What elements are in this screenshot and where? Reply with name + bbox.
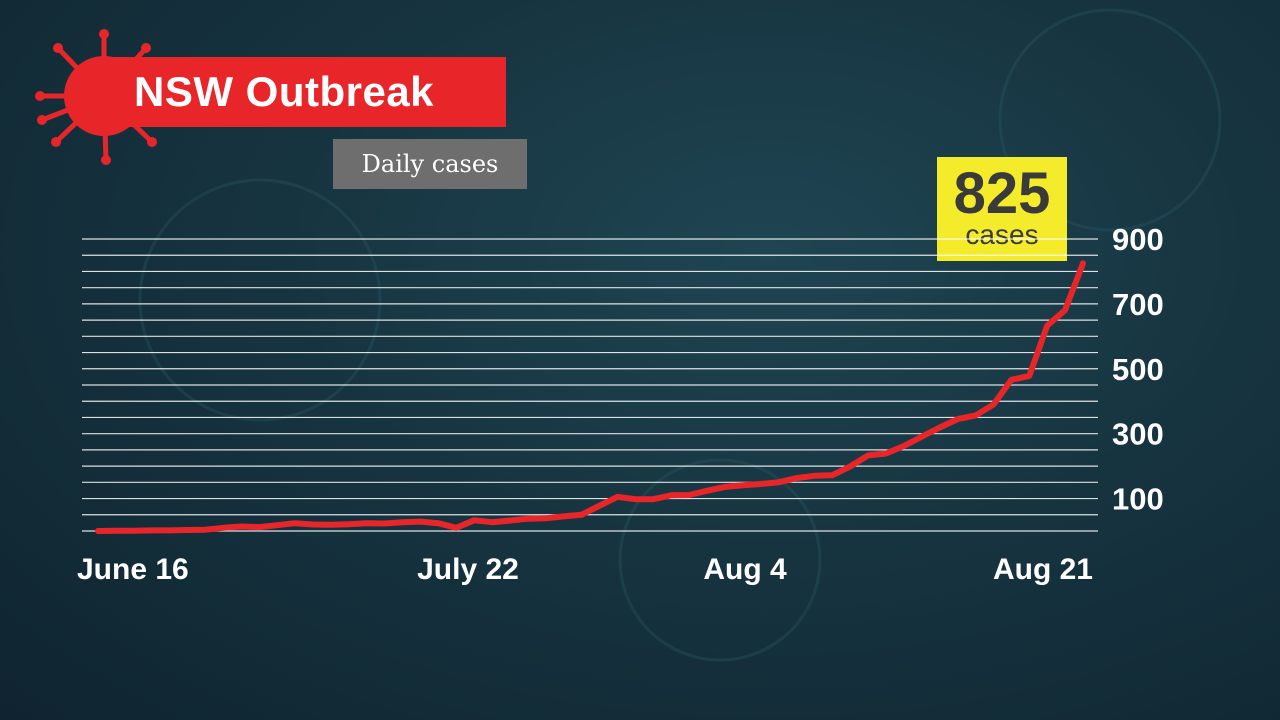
y-tick-label: 700 [1112,287,1164,322]
x-tick-label: July 22 [417,553,519,586]
latest-value-callout: 825 cases [937,157,1067,261]
x-tick-label: Aug 21 [993,553,1093,586]
series-line-daily-cases [95,260,1086,534]
chart-title: NSW Outbreak [96,57,506,127]
chart-subtitle: Daily cases [333,139,527,189]
y-tick-label: 900 [1112,222,1164,257]
y-tick-label: 500 [1112,352,1164,387]
x-tick-label: Aug 4 [703,553,787,586]
x-tick-label: June 16 [77,553,189,586]
y-tick-label: 100 [1112,482,1164,517]
latest-value-unit: cases [965,219,1039,250]
title-area: NSW Outbreak [34,26,506,166]
y-tick-label: 300 [1112,417,1164,452]
latest-value: 825 [953,161,1051,226]
